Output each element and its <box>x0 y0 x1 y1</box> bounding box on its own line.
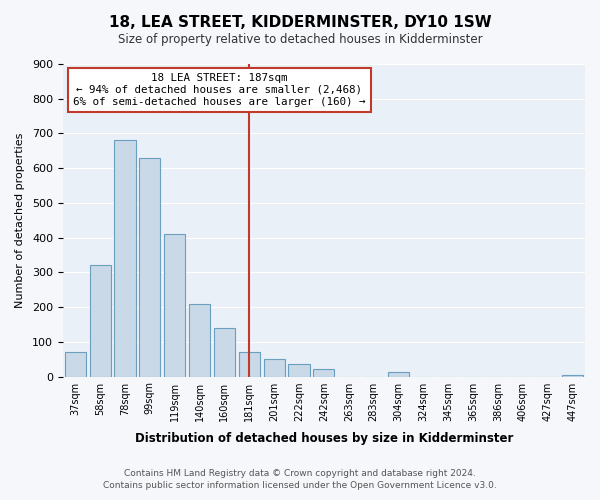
Bar <box>313 369 334 376</box>
Bar <box>115 140 136 376</box>
Bar <box>388 372 409 376</box>
Y-axis label: Number of detached properties: Number of detached properties <box>15 132 25 308</box>
Text: Contains HM Land Registry data © Crown copyright and database right 2024.
Contai: Contains HM Land Registry data © Crown c… <box>103 468 497 490</box>
Text: 18, LEA STREET, KIDDERMINSTER, DY10 1SW: 18, LEA STREET, KIDDERMINSTER, DY10 1SW <box>109 15 491 30</box>
Bar <box>65 352 86 376</box>
Bar <box>289 364 310 376</box>
X-axis label: Distribution of detached houses by size in Kidderminster: Distribution of detached houses by size … <box>135 432 513 445</box>
Bar <box>562 375 583 376</box>
Bar <box>189 304 210 376</box>
Bar <box>263 359 285 376</box>
Bar <box>214 328 235 376</box>
Bar <box>139 158 160 376</box>
Text: Size of property relative to detached houses in Kidderminster: Size of property relative to detached ho… <box>118 32 482 46</box>
Bar <box>239 352 260 376</box>
Bar <box>164 234 185 376</box>
Bar <box>89 266 110 376</box>
Text: 18 LEA STREET: 187sqm
← 94% of detached houses are smaller (2,468)
6% of semi-de: 18 LEA STREET: 187sqm ← 94% of detached … <box>73 74 366 106</box>
